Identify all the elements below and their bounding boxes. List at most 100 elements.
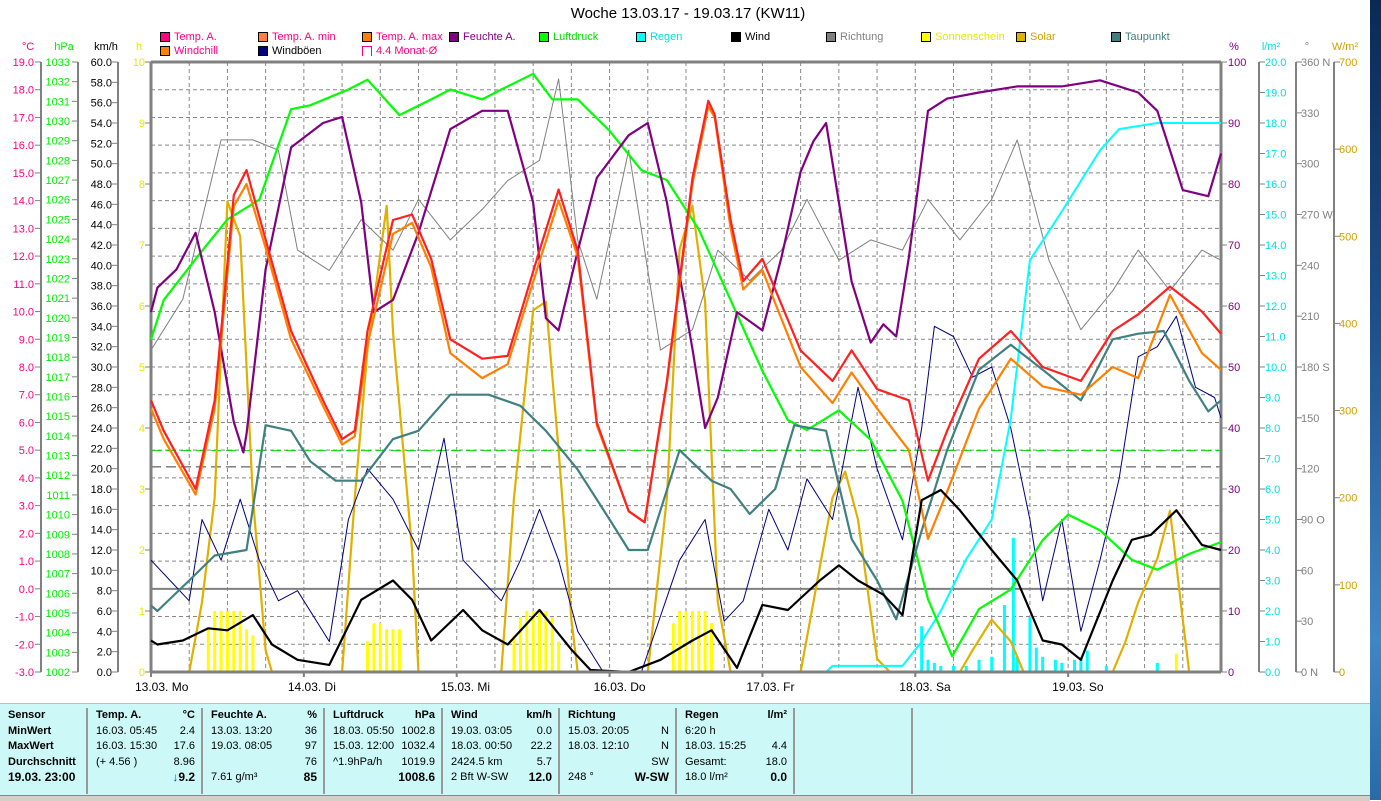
humidity-unit: % — [307, 709, 317, 721]
sunshine-tick-label: 2 — [139, 545, 145, 557]
wind-tick-label: 42.0 — [91, 240, 112, 252]
direction-header: Richtung — [568, 709, 616, 721]
direction-tick-label: 180 S — [1301, 362, 1330, 374]
sunshine-tick-label: 0 — [139, 667, 145, 679]
solar-tick-label: 0 — [1339, 667, 1345, 679]
rain_rate-bar — [1085, 650, 1089, 672]
wind-tick-label: 14.0 — [91, 525, 112, 537]
wind-line — [150, 488, 1222, 674]
rain-tick-label: 14.0 — [1265, 240, 1286, 252]
rain-unit-label: l/m² — [1262, 41, 1281, 53]
legend-item: Temp. A. — [160, 31, 217, 43]
rain-total-label: Gesamt: — [685, 755, 727, 768]
axes: 19.018.017.016.015.014.013.012.011.010.0… — [13, 41, 1359, 694]
legend-swatch — [539, 32, 549, 42]
wind-tick-label: 34.0 — [91, 321, 112, 333]
humidity-tick-label: 10 — [1228, 606, 1240, 618]
wind-tick-label: 50.0 — [91, 159, 112, 171]
direction-tick-label: 90 O — [1301, 515, 1325, 527]
temp-tick-label: 14.0 — [13, 196, 34, 208]
rain-tick-label: 15.0 — [1265, 210, 1286, 222]
wind-tick-label: 30.0 — [91, 362, 112, 374]
stats-panel: Sensor MinWert MaxWert Durchschnitt 19.0… — [0, 703, 1370, 796]
legend-item: Temp. A. max — [362, 31, 443, 43]
legend-label: Wind — [745, 31, 771, 43]
sunshine-bar — [251, 635, 255, 672]
rain-tick-label: 5.0 — [1265, 515, 1280, 527]
pressure-avg: 1019.9 — [401, 755, 435, 768]
col-sensor: Sensor MinWert MaxWert Durchschnitt 19.0… — [0, 708, 88, 794]
temp-tick-label: 17.0 — [13, 112, 34, 124]
rain-tick-label: 8.0 — [1265, 423, 1280, 435]
sunshine-bar — [245, 629, 249, 672]
wind-unit: km/h — [526, 709, 552, 721]
sunshine-bar — [703, 611, 707, 672]
wind-tick-label: 22.0 — [91, 443, 112, 455]
bars — [206, 537, 1178, 672]
grid — [151, 62, 1221, 672]
wind-tick-label: 38.0 — [91, 281, 112, 293]
legend-item: Windchill — [160, 45, 218, 57]
wind-avg: 5.7 — [536, 755, 552, 768]
pressure-tick-label: 1028 — [46, 155, 70, 167]
direction-tick-label: 0 N — [1301, 667, 1318, 679]
pressure-tick-label: 1006 — [46, 588, 70, 600]
temp-tick-label: 0.0 — [19, 584, 34, 596]
day-label: 15.03. Mi — [441, 680, 490, 694]
sunshine-bar — [372, 623, 376, 672]
humidity-tick-label: 30 — [1228, 484, 1240, 496]
rain-duration: 6:20 h — [685, 724, 716, 737]
humidity-avg: 76 — [304, 755, 317, 768]
humidity-tick-label: 40 — [1228, 423, 1240, 435]
solar-tick-label: 400 — [1339, 318, 1357, 330]
pressure-tick-label: 1009 — [46, 529, 70, 541]
rain-tick-label: 13.0 — [1265, 271, 1286, 283]
rain-tick-label: 19.0 — [1265, 88, 1286, 100]
wind-tick-label: 10.0 — [91, 565, 112, 577]
weather-chart: 19.018.017.016.015.014.013.012.011.010.0… — [13, 41, 1359, 694]
sunshine-bar — [518, 617, 522, 672]
humidity-unit-label: % — [1229, 41, 1239, 53]
pressure-tick-label: 1014 — [46, 431, 70, 443]
humidity-min: 36 — [304, 724, 317, 737]
pressure-tick-label: 1030 — [46, 116, 70, 128]
legend-label: Regen — [650, 31, 683, 43]
legend-swatch — [1111, 32, 1121, 42]
rain-tick-label: 18.0 — [1265, 118, 1286, 130]
direction-max-time: 18.03. 12:10 — [568, 740, 630, 752]
sunshine-tick-label: 6 — [139, 301, 145, 313]
sunshine-tick-label: 10 — [133, 57, 145, 69]
temp-line — [149, 99, 1222, 524]
direction-tick-label: 60 — [1301, 565, 1313, 577]
rain-tick-label: 1.0 — [1265, 637, 1280, 649]
legend-swatch — [160, 46, 170, 56]
legend-label: Feuchte A. — [463, 31, 516, 43]
col-rain: Regen l/m² 6:20 h 18.03. 15:25 4.4 Gesamt:… — [677, 708, 795, 794]
temp-tick-label: 1.0 — [19, 556, 34, 568]
legend-swatch — [258, 46, 268, 56]
humidity-min-time: 13.03. 13:20 — [211, 724, 273, 737]
rain-tick-label: 9.0 — [1265, 393, 1280, 405]
rain_rate-bar — [990, 656, 994, 672]
temp-unit-label: °C — [22, 41, 34, 53]
rain_rate-bar — [952, 665, 955, 672]
wind-tick-label: 0.0 — [97, 667, 112, 679]
col-wind: Wind km/h 19.03. 03:05 0.0 18.03. 00:50 22.… — [443, 708, 560, 794]
rain-max-time: 18.03. 15:25 — [685, 740, 747, 752]
pressure-tick-label: 1016 — [46, 392, 70, 404]
wind-tick-label: 36.0 — [91, 301, 112, 313]
pressure-tick-label: 1013 — [46, 451, 70, 463]
rain_rate-bar — [1079, 656, 1083, 672]
dewpoint-line — [150, 329, 1222, 621]
wind-tick-label: 20.0 — [91, 464, 112, 476]
pressure-tick-label: 1012 — [46, 470, 70, 482]
rain_rate-bar — [1011, 537, 1015, 672]
solar-tick-label: 300 — [1339, 406, 1357, 418]
temp-tick-label: 4.0 — [19, 473, 34, 485]
temp-tick-label: 3.0 — [19, 501, 34, 513]
temp-tick-label: -3.0 — [15, 667, 34, 679]
humidity-line — [149, 79, 1223, 454]
rain_rate-bar — [1155, 662, 1159, 672]
legend-label: Sonnenschein — [935, 31, 1005, 43]
direction-tick-label: 330 — [1301, 108, 1319, 120]
